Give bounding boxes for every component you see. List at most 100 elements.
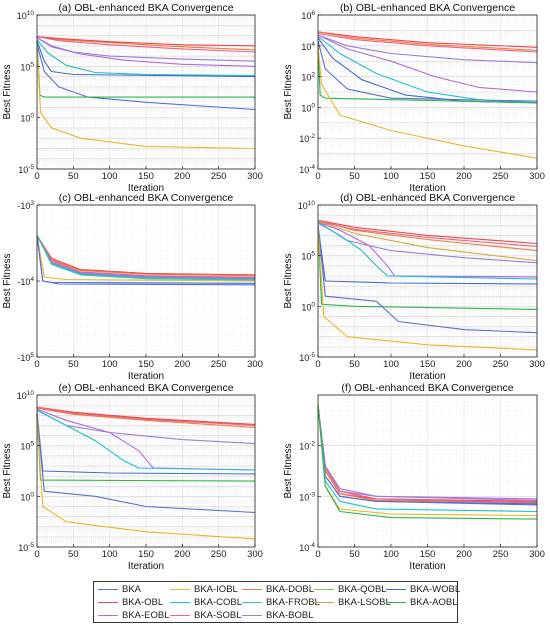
- y-tick-exponent: -4: [309, 542, 315, 549]
- legend-label: BKA-OBL: [122, 597, 164, 608]
- legend-swatch: [170, 589, 190, 590]
- y-tick-label: 105: [301, 251, 315, 262]
- x-tick-label: 150: [138, 171, 154, 182]
- x-tick-label: 100: [102, 359, 118, 370]
- series-line: [36, 415, 256, 514]
- x-tick-label: 200: [174, 171, 190, 182]
- legend-label: BKA-COBL: [194, 597, 243, 608]
- x-axis-label: Iteration: [409, 561, 445, 572]
- y-axis-label: Best Fitness: [2, 253, 13, 308]
- x-tick-label: 0: [315, 549, 320, 560]
- y-tick-label: -105: [17, 352, 34, 363]
- series-line: [317, 225, 538, 310]
- y-tick-exponent: 4: [311, 41, 315, 48]
- legend-swatch: [170, 615, 190, 616]
- x-tick-label: 200: [456, 549, 472, 560]
- y-tick-exponent: 0: [30, 113, 34, 120]
- y-tick-exponent: -2: [309, 441, 315, 448]
- y-tick-exponent: -3: [309, 491, 315, 498]
- x-tick-label: 200: [456, 171, 472, 182]
- series-line: [317, 225, 538, 285]
- legend-swatch: [314, 602, 334, 603]
- x-tick-label: 250: [211, 359, 227, 370]
- y-tick-exponent: -4: [309, 164, 315, 171]
- legend-item: BKA-SOBL: [170, 609, 242, 622]
- x-tick-label: 0: [34, 359, 39, 370]
- legend-label: BKA-DOBL: [266, 584, 315, 595]
- y-tick-label: 10-4: [299, 542, 315, 553]
- series-line: [317, 227, 538, 351]
- series-line: [317, 405, 538, 501]
- legend-swatch: [98, 602, 118, 603]
- legend-item: BKA-BOBL: [242, 609, 314, 622]
- x-tick-label: 250: [493, 171, 509, 182]
- x-tick-label: 200: [174, 359, 190, 370]
- y-tick-label: -104: [17, 276, 34, 287]
- x-tick-label: 300: [529, 549, 545, 560]
- series-line: [36, 409, 256, 471]
- y-tick-label: 104: [301, 41, 315, 52]
- x-tick-label: 200: [174, 549, 190, 560]
- series-line: [36, 235, 256, 282]
- y-tick-label: 106: [301, 10, 315, 21]
- x-tick-label: 0: [315, 171, 320, 182]
- y-tick-label: 10-5: [299, 352, 315, 363]
- y-axis-label: Best Fitness: [2, 443, 13, 498]
- chart-panel-3: 0 50 100 150 200 250 300 -103 -104 -105 (c) OBL-en…: [2, 192, 263, 382]
- legend-swatch: [386, 589, 406, 590]
- y-tick-exponent: 5: [30, 441, 34, 448]
- series-line: [317, 222, 538, 280]
- legend-swatch: [314, 589, 334, 590]
- y-tick-label: 105: [20, 441, 34, 452]
- legend-item: BKA-EOBL: [98, 609, 170, 622]
- x-axis-label: Iteration: [128, 561, 164, 572]
- y-tick-label: 10-5: [18, 164, 34, 175]
- series-line: [36, 235, 256, 286]
- x-tick-label: 150: [138, 549, 154, 560]
- y-axis-label: Best Fitness: [2, 64, 13, 119]
- x-tick-label: 150: [138, 359, 154, 370]
- y-tick-label: 1010: [298, 200, 316, 211]
- y-tick-exponent: 10: [308, 200, 316, 207]
- chart-panel-6: 0 50 100 150 200 250 300 10-4 10-3 10-2 (f) OBL-en…: [283, 382, 545, 572]
- x-axis-label: Iteration: [409, 183, 445, 194]
- series-line: [36, 37, 256, 62]
- x-tick-label: 250: [493, 549, 509, 560]
- x-tick-label: 250: [211, 171, 227, 182]
- x-axis-label: Iteration: [409, 371, 445, 382]
- x-tick-label: 50: [349, 171, 360, 182]
- x-tick-label: 100: [102, 549, 118, 560]
- y-axis-label: Best Fitness: [283, 253, 294, 308]
- legend-item: BKA-DOBL: [242, 583, 314, 596]
- y-tick-exponent: 0: [30, 491, 34, 498]
- series-line: [36, 36, 256, 53]
- chart-title: (c) OBL-enhanced BKA Convergence: [59, 192, 234, 204]
- x-tick-label: 0: [315, 359, 320, 370]
- series-line: [36, 37, 256, 67]
- legend-label: BKA-FROBL: [266, 597, 320, 608]
- x-tick-label: 100: [102, 171, 118, 182]
- series-line: [317, 32, 538, 53]
- series-line: [317, 219, 538, 245]
- legend-swatch: [170, 602, 190, 603]
- legend-swatch: [242, 589, 262, 590]
- chart-title: (a) OBL-enhanced BKA Convergence: [58, 2, 233, 14]
- x-tick-label: 300: [529, 171, 545, 182]
- y-tick-exponent: 6: [311, 10, 315, 17]
- series-line: [317, 220, 538, 262]
- legend-swatch: [242, 615, 262, 616]
- x-tick-label: 0: [34, 549, 39, 560]
- series-line: [317, 31, 538, 48]
- y-tick-label: 102: [301, 72, 315, 83]
- x-tick-label: 300: [247, 359, 263, 370]
- series-line: [317, 405, 538, 520]
- y-tick-exponent: -2: [309, 133, 315, 140]
- y-tick-label: 10-2: [299, 441, 315, 452]
- y-tick-label: 100: [20, 113, 34, 124]
- legend-item: BKA-FROBL: [242, 596, 320, 609]
- x-tick-label: 100: [383, 359, 399, 370]
- legend-item: BKA-LSOBL: [314, 596, 391, 609]
- series-line: [36, 407, 256, 428]
- series-line: [317, 45, 538, 159]
